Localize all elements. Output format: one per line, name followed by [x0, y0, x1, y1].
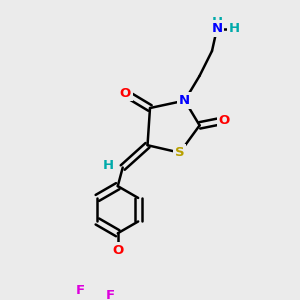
Text: S: S: [175, 146, 184, 159]
Text: F: F: [76, 284, 85, 297]
Text: H: H: [212, 16, 223, 29]
Text: N: N: [212, 22, 223, 35]
Text: O: O: [120, 87, 131, 100]
Text: H: H: [102, 159, 113, 172]
Text: O: O: [112, 244, 123, 257]
Text: F: F: [106, 289, 115, 300]
Text: O: O: [219, 114, 230, 127]
Text: H: H: [229, 22, 240, 35]
Text: N: N: [179, 94, 190, 107]
